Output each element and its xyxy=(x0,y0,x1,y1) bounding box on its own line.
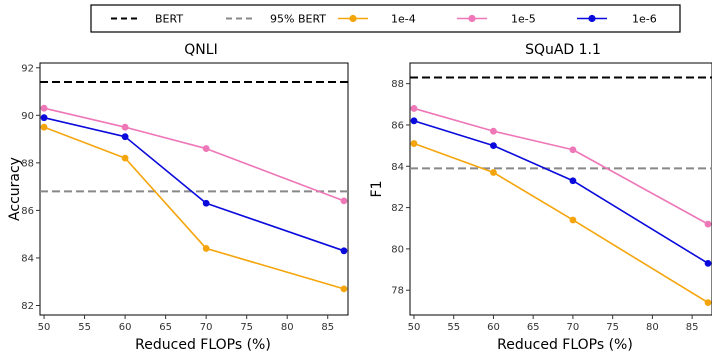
squad-y-tick-label: 88 xyxy=(391,79,404,90)
qnli-series-1e-6-point xyxy=(202,199,210,207)
qnli-chart-title: QNLI xyxy=(184,42,217,58)
legend-1e-5-label: 1e-5 xyxy=(511,13,536,26)
qnli-x-tick-label: 55 xyxy=(78,322,91,333)
qnli-y-tick-label: 92 xyxy=(21,63,34,74)
squad-series-1e-4-line xyxy=(413,142,709,304)
squad-series-1e-4-point xyxy=(569,216,577,224)
qnli-series-1e-5-point xyxy=(121,123,129,131)
squad-x-tick-label: 55 xyxy=(447,322,460,333)
qnli-series-1e-4-line xyxy=(43,126,345,290)
squad-plot: 50 55 60 65 70 75 80 85 78 80 82 84 86 88 xyxy=(391,62,712,333)
squad-x-axis-label: Reduced FLOPs (%) xyxy=(497,337,633,353)
legend-1e-4-marker xyxy=(349,14,357,23)
legend-1e-6-marker xyxy=(588,14,596,23)
squad-series-1e-5-line xyxy=(413,107,709,225)
qnli-plot: 50 55 60 65 70 75 80 85 82 84 86 88 90 92 xyxy=(21,62,349,333)
qnli-series-1e-4-point xyxy=(121,154,129,162)
squad-series-1e-5-point xyxy=(410,105,418,112)
squad-chart-title: SQuAD 1.1 xyxy=(525,42,601,58)
legend-1e-4-label: 1e-4 xyxy=(391,13,416,26)
qnli-series-1e-5-line xyxy=(43,107,345,202)
squad-series-1e-6-point xyxy=(704,259,712,267)
squad-x-tick-label: 85 xyxy=(686,322,699,333)
qnli-series-1e-6-point xyxy=(340,247,348,255)
squad-x-tick-label: 75 xyxy=(606,322,619,333)
qnli-x-axis-label: Reduced FLOPs (%) xyxy=(135,337,271,353)
qnli-y-tick-label: 88 xyxy=(21,158,34,169)
squad-x-tick-label: 50 xyxy=(408,322,421,333)
legend-1e-6-label: 1e-6 xyxy=(632,13,657,26)
qnli-y-tick-label: 84 xyxy=(21,253,34,264)
squad-series-1e-6-point xyxy=(490,142,497,150)
qnli-y-axis-label: Accuracy xyxy=(7,157,23,221)
qnli-x-tick-label: 85 xyxy=(321,322,334,333)
qnli-y-tick-label: 86 xyxy=(21,206,34,217)
squad-x-tick-label: 80 xyxy=(646,322,659,333)
qnli-x-tick-label: 80 xyxy=(281,322,294,333)
squad-series-1e-5-point xyxy=(569,146,577,154)
qnli-series-1e-6-point xyxy=(40,114,48,122)
squad-x-tick-label: 65 xyxy=(527,322,540,333)
squad-series-1e-6-line xyxy=(413,120,709,265)
squad-y-tick-label: 78 xyxy=(391,286,404,297)
qnli-x-tick-label: 60 xyxy=(119,322,132,333)
squad-series-1e-5-point xyxy=(704,220,712,228)
qnli-x-tick-label: 65 xyxy=(159,322,172,333)
squad-series-1e-6-point xyxy=(410,117,418,125)
squad-series-1e-5-point xyxy=(490,127,497,135)
legend-bert-label: BERT xyxy=(155,13,183,26)
squad-y-tick-label: 80 xyxy=(391,244,404,255)
legend: BERT 95% BERT 1e-4 1e-5 1e-6 xyxy=(90,4,681,33)
squad-x-tick-label: 70 xyxy=(567,322,580,333)
qnli-series-1e-5-point xyxy=(340,197,348,205)
qnli-series-1e-6-line xyxy=(43,116,345,252)
qnli-series-1e-6-point xyxy=(121,133,129,141)
qnli-series-1e-4-point xyxy=(40,123,48,131)
squad-y-tick-label: 84 xyxy=(391,162,404,173)
qnli-series-1e-4-point xyxy=(340,285,348,293)
squad-y-tick-label: 82 xyxy=(391,203,404,214)
qnli-x-tick-label: 70 xyxy=(200,322,213,333)
qnli-x-tick-label: 75 xyxy=(240,322,253,333)
qnli-y-tick-label: 82 xyxy=(21,301,34,312)
qnli-x-tick-label: 50 xyxy=(38,322,51,333)
squad-y-tick-label: 86 xyxy=(391,120,404,131)
squad-series-1e-4-point xyxy=(704,299,712,307)
qnli-series-1e-4-point xyxy=(202,245,210,252)
qnli-y-tick-label: 90 xyxy=(21,111,34,122)
legend-1e-5-marker xyxy=(468,14,476,23)
qnli-series-1e-5-point xyxy=(202,145,210,152)
squad-y-axis-label: F1 xyxy=(369,181,385,198)
squad-series-1e-4-point xyxy=(490,169,497,176)
qnli-series-1e-5-point xyxy=(40,104,48,112)
squad-plot-frame xyxy=(409,62,712,316)
squad-series-1e-4-point xyxy=(410,140,418,147)
qnli-plot-frame xyxy=(39,62,349,316)
squad-x-tick-label: 60 xyxy=(487,322,500,333)
squad-series-1e-6-point xyxy=(569,177,577,185)
legend-95bert-label: 95% BERT xyxy=(270,13,326,26)
